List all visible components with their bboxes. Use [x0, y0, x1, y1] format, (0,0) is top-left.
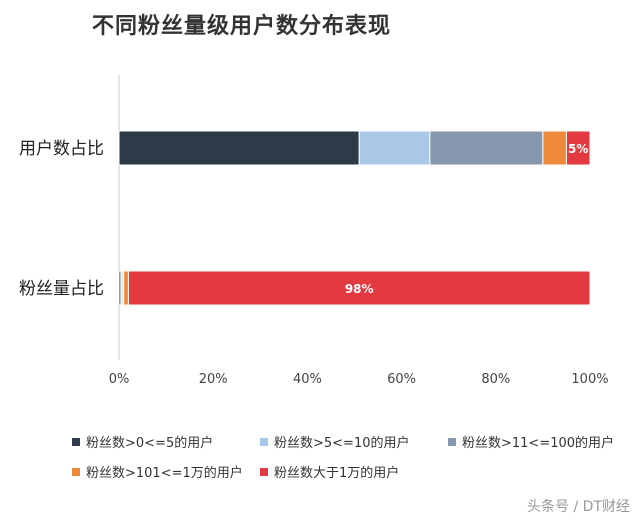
x-tick-label-3: 40% [293, 372, 322, 387]
legend-swatch [72, 437, 80, 446]
category-label-2: 粉丝量占比 [19, 279, 104, 299]
bar-segment-2-5 [127, 270, 591, 306]
chart-title: 不同粉丝量级用户数分布表现 [92, 14, 392, 39]
legend-item-2: 粉丝数>5<=10的用户 [260, 432, 410, 451]
legend-label: 粉丝数>0<=5的用户 [86, 436, 214, 451]
x-tick-label-6: 100% [571, 372, 608, 387]
legend-swatch [72, 467, 80, 476]
legend-label: 粉丝数>11<=100的用户 [462, 436, 615, 451]
bar-segment-1-1 [118, 130, 360, 166]
x-tick-label-4: 60% [387, 372, 416, 387]
bar-segment-1-2 [358, 130, 431, 166]
x-tick-label-2: 20% [199, 372, 228, 387]
x-tick-label-1: 0% [109, 372, 130, 387]
data-label-2: 98% [345, 282, 374, 296]
bar-segment-1-5 [565, 130, 591, 166]
legend-label: 粉丝数大于1万的用户 [274, 466, 400, 481]
bar-segment-1-4 [542, 130, 567, 166]
legend-item-5: 粉丝数大于1万的用户 [260, 462, 399, 481]
category-label-1: 用户数占比 [19, 139, 104, 159]
legend-item-1: 粉丝数>0<=5的用户 [72, 432, 213, 451]
data-label-1: 5% [568, 142, 588, 156]
legend-label: 粉丝数>101<=1万的用户 [86, 466, 243, 481]
legend-label: 粉丝数>5<=10的用户 [274, 436, 410, 451]
legend-item-3: 粉丝数>11<=100的用户 [448, 432, 614, 451]
bar-segment-2-4 [123, 270, 129, 306]
watermark: 头条号 / DT财经 [527, 499, 630, 515]
legend-swatch [260, 437, 268, 446]
bar-segment-1-3 [429, 130, 544, 166]
legend-swatch [260, 467, 268, 476]
legend-item-4: 粉丝数>101<=1万的用户 [72, 462, 243, 481]
legend-swatch [448, 437, 456, 446]
x-tick-label-5: 80% [481, 372, 510, 387]
